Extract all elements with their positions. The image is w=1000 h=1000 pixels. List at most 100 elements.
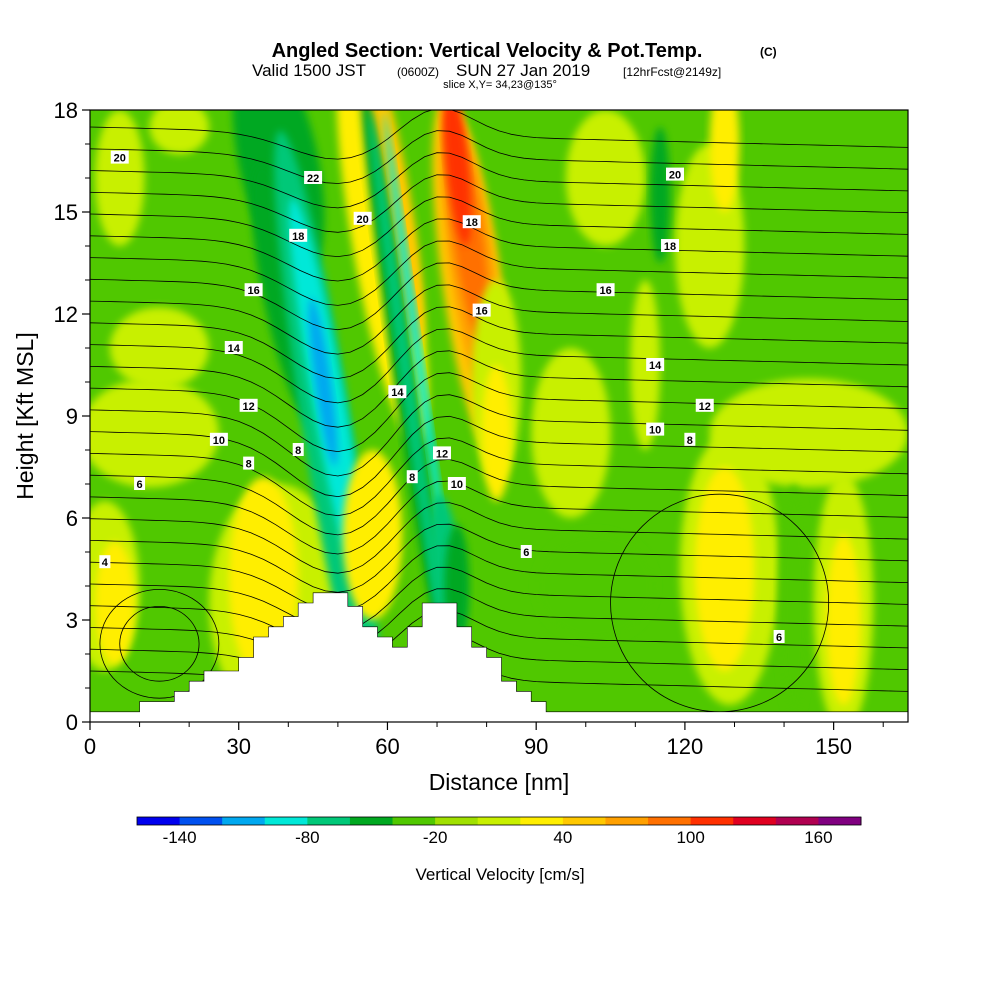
contour-label-text: 16: [247, 285, 259, 297]
velocity-cell: [342, 450, 403, 620]
theta-contour: [90, 196, 908, 258]
contour-label: 6: [134, 477, 146, 491]
contour-label-box: [289, 228, 308, 242]
colorbar-swatch: [179, 817, 223, 825]
velocity-cell: [709, 110, 740, 212]
colorbar: -140 -80 -20 40 100 160: [136, 816, 862, 847]
colorbar-swatch: [520, 817, 564, 825]
contour-label-box: [646, 358, 665, 371]
theta-contour: [90, 523, 908, 593]
theta-contour: [90, 437, 908, 517]
title-valid: Valid 1500 JST: [252, 61, 366, 80]
colorbar-swatch: [137, 817, 181, 825]
colorbar-tick-label: -20: [423, 828, 448, 847]
contour-label: 12: [695, 398, 714, 413]
contour-label-text: 6: [776, 632, 782, 644]
contour-label: 14: [224, 341, 243, 355]
theta-contour: [90, 240, 908, 306]
x-tick-label: 90: [524, 734, 548, 759]
velocity-cell: [709, 378, 908, 488]
contour-label-text: 10: [451, 479, 463, 491]
title-unit: (C): [760, 45, 777, 59]
contour-label: 6: [773, 630, 785, 644]
velocity-cell: [94, 110, 145, 246]
contour-label-text: 6: [137, 479, 143, 491]
contour-label-box: [243, 456, 255, 470]
title-zulu: (0600Z): [397, 65, 439, 79]
colorbar-tick-label: 160: [804, 828, 832, 847]
contour-label: 8: [684, 432, 696, 447]
colorbar-tick-label: 100: [676, 828, 704, 847]
theta-contour: [90, 110, 908, 160]
theta-contour: [90, 152, 908, 209]
velocity-cell: [779, 484, 809, 722]
contour-labels: 20 22 20 18 16 14 12 10 8 8 6 4 18 16 14 12 8 10 6 20 18 16 14…: [99, 150, 785, 644]
theta-contour: [90, 284, 908, 355]
colorbar-tick-label: -140: [163, 828, 197, 847]
contour-label-box: [646, 422, 665, 436]
plot-area: [90, 110, 908, 722]
y-axis: 0 3 6 9 12 15 18: [54, 98, 90, 735]
contour-label: 8: [292, 443, 304, 457]
theta-contour: [90, 545, 908, 612]
contour-label: 14: [388, 385, 407, 399]
contour-label-text: 8: [295, 445, 301, 457]
contour-label: 6: [520, 545, 532, 559]
colorbar-swatch: [349, 817, 394, 825]
contour-label: 10: [209, 432, 228, 447]
contour-label-box: [239, 398, 258, 412]
contour-label-text: 8: [409, 472, 415, 484]
contour-label: 16: [596, 283, 615, 297]
contour-label-box: [134, 477, 146, 490]
colorbar-label: Vertical Velocity [cm/s]: [415, 865, 584, 884]
velocity-cell: [826, 535, 861, 705]
contour-label: 8: [406, 470, 418, 484]
y-tick-label: 3: [66, 608, 78, 633]
velocity-cell: [536, 531, 656, 641]
x-axis: 0 30 60 90 120 150: [84, 722, 884, 759]
contour-label-box: [432, 446, 451, 460]
contour-label-text: 10: [213, 435, 225, 447]
theta-contour: [90, 218, 908, 282]
theta-contour: [90, 262, 908, 331]
contour-label: 8: [243, 456, 255, 471]
contour-label-text: 20: [357, 214, 369, 226]
contour-label-box: [665, 167, 684, 181]
velocity-cell: [565, 110, 646, 246]
contour-label-text: 4: [102, 557, 109, 569]
y-tick-label: 12: [54, 302, 78, 327]
title-date: SUN 27 Jan 2019: [456, 61, 590, 80]
contour-label-box: [224, 341, 243, 354]
contour-label: 10: [646, 422, 665, 437]
colorbar-swatch: [307, 817, 351, 825]
theta-contour: [90, 609, 908, 670]
y-tick-label: 9: [66, 404, 78, 429]
theta-contour: [90, 130, 908, 184]
colorbar-swatch: [648, 817, 692, 825]
theta-contour: [99, 588, 220, 699]
x-tick-label: 60: [375, 734, 399, 759]
chart-title: Angled Section: Vertical Velocity & Pot.…: [252, 40, 777, 91]
contour-label-box: [110, 150, 129, 164]
contour-label-box: [447, 477, 466, 490]
contour-label-box: [388, 385, 407, 399]
contour-label-text: 8: [246, 459, 252, 471]
contour-label-box: [244, 283, 263, 297]
title-slice: slice X,Y= 34,23@135°: [443, 79, 557, 91]
contour-label-text: 22: [307, 173, 319, 185]
contour-label: 16: [472, 303, 491, 318]
contour-label: 4: [99, 555, 111, 569]
contour-label-text: 18: [664, 241, 676, 253]
velocity-cell: [383, 112, 451, 584]
colorbar-frame: [136, 816, 862, 826]
contour-label-text: 14: [228, 343, 241, 355]
contour-label: 10: [447, 477, 466, 491]
theta-contours: [90, 110, 908, 713]
theta-contour: [90, 631, 908, 689]
theta-contour: [90, 174, 908, 233]
theta-contour: [90, 502, 908, 574]
colorbar-swatch: [562, 817, 606, 825]
velocity-cell: [368, 112, 446, 652]
contour-label: 20: [353, 211, 372, 226]
contour-label-text: 18: [292, 231, 304, 243]
